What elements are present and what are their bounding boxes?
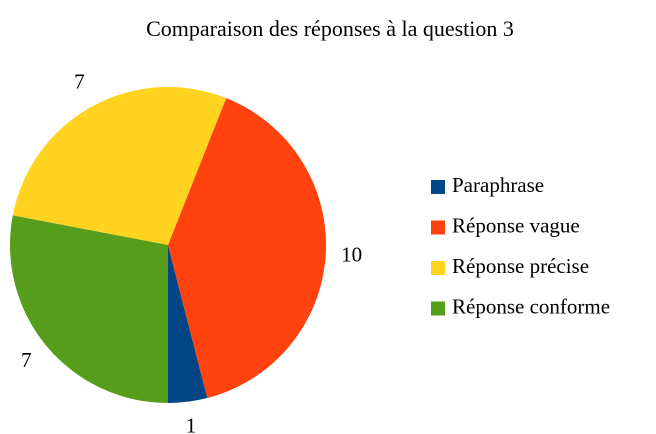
legend-swatch — [431, 261, 445, 275]
legend-label: Paraphrase — [452, 173, 544, 197]
pie-slice — [168, 245, 208, 403]
pie-slice — [168, 98, 326, 399]
legend-swatch — [431, 180, 445, 194]
data-label: 7 — [21, 348, 32, 372]
legend-swatch — [431, 220, 445, 235]
data-label: 10 — [341, 242, 362, 266]
legend-swatch — [431, 301, 445, 316]
pie-slice — [12, 87, 227, 246]
legend-label: Réponse conforme — [452, 294, 610, 318]
legend-label: Réponse précise — [452, 254, 589, 278]
data-label: 7 — [74, 70, 85, 94]
data-label: 1 — [186, 413, 197, 434]
chart-title: Comparaison des réponses à la question 3 — [146, 16, 514, 41]
legend-label: Réponse vague — [452, 213, 580, 237]
pie-slice — [9, 215, 168, 403]
